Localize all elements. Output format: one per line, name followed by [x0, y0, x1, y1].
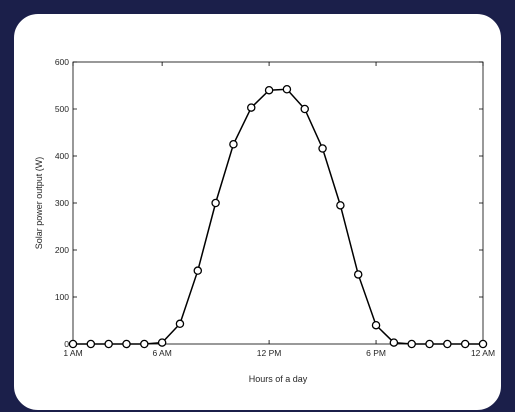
data-point: [247, 103, 256, 112]
x-tick-label: 6 PM: [366, 348, 386, 358]
data-point: [389, 338, 399, 347]
data-point: [460, 339, 470, 349]
y-tick-label: 600: [55, 57, 69, 67]
data-point: [211, 198, 220, 208]
data-point: [68, 339, 78, 349]
data-point: [443, 339, 452, 349]
y-tick-label: 500: [55, 104, 69, 114]
data-point: [175, 319, 185, 329]
data-point: [157, 338, 167, 347]
x-tick-label: 12 AM: [471, 348, 495, 358]
data-point: [353, 270, 363, 279]
x-axis: 1 AM 6 AM 12 PM 6 PM 12 AM: [63, 62, 495, 358]
x-tick-label: 6 AM: [152, 348, 171, 358]
plot-area: [72, 61, 484, 345]
chart-card: 0 100 200 300 400 500 600 1 AM 6 AM 12 PM 6 PM 12 …: [12, 12, 503, 412]
data-point: [336, 201, 345, 210]
x-tick-label: 12 PM: [257, 348, 282, 358]
data-point: [86, 339, 96, 349]
data-point: [300, 104, 309, 114]
solar-power-chart: 0 100 200 300 400 500 600 1 AM 6 AM 12 PM 6 PM 12 …: [34, 57, 495, 384]
data-point: [282, 85, 292, 94]
data-point: [229, 140, 238, 149]
data-point: [104, 339, 113, 349]
data-point: [425, 339, 434, 349]
data-point: [371, 320, 381, 330]
data-point: [122, 339, 131, 349]
x-tick-label: 1 AM: [63, 348, 82, 358]
y-tick-label: 400: [55, 151, 69, 161]
data-point: [318, 144, 327, 153]
y-tick-label: 100: [55, 292, 69, 302]
x-axis-label: Hours of a day: [249, 374, 308, 384]
y-tick-label: 300: [55, 198, 69, 208]
data-point: [478, 339, 488, 349]
y-axis: 0 100 200 300 400 500 600: [55, 57, 483, 349]
data-point: [193, 266, 203, 275]
y-tick-label: 200: [55, 245, 69, 255]
data-point: [407, 339, 416, 349]
y-axis-label: Solar power output (W): [34, 157, 44, 250]
data-markers: [68, 85, 488, 349]
data-point: [264, 85, 274, 95]
data-point: [140, 339, 149, 349]
y-tick-label: 0: [64, 339, 69, 349]
